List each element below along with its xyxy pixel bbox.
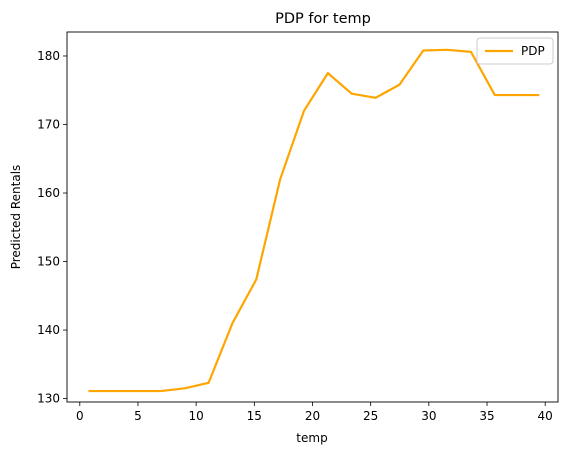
legend-box	[476, 37, 554, 65]
x-tick-label: 20	[305, 409, 320, 423]
pdp-series-line	[88, 48, 540, 393]
plot-area	[88, 48, 540, 393]
x-tick-label: 5	[134, 409, 142, 423]
y-tick-label: 160	[37, 186, 60, 200]
x-tick-label: 10	[189, 409, 204, 423]
y-tick-label: 170	[37, 118, 60, 132]
y-axis-label: Predicted Rentals	[9, 165, 23, 270]
y-tick-label: 180	[37, 49, 60, 63]
x-tick-label: 40	[538, 409, 553, 423]
legend: PDP	[476, 37, 554, 65]
y-tick-label: 150	[37, 255, 60, 269]
axes-frame	[66, 31, 559, 403]
x-tick-label: 25	[363, 409, 378, 423]
y-tick-label: 130	[37, 392, 60, 406]
axis-ticks: 0 5 10 15 20 25 30 35 40 130 140 150 160 170 180	[37, 49, 553, 423]
y-tick-label: 140	[37, 323, 60, 337]
x-tick-label: 15	[247, 409, 262, 423]
legend-label: PDP	[521, 44, 545, 58]
x-tick-label: 0	[76, 409, 84, 423]
x-tick-label: 35	[479, 409, 494, 423]
chart-title: PDP for temp	[275, 11, 371, 27]
x-tick-label: 30	[421, 409, 436, 423]
x-axis-label: temp	[296, 431, 327, 445]
